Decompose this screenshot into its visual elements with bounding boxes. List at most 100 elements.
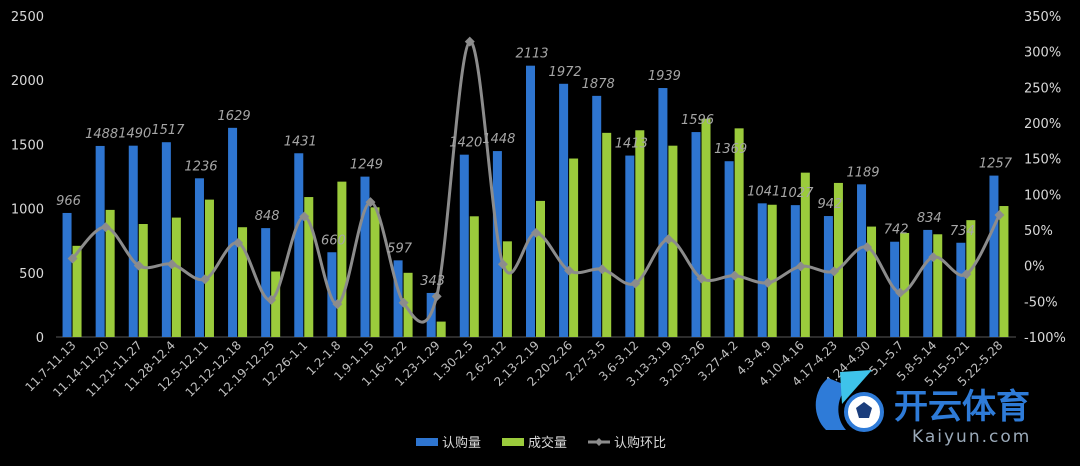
bar-deals: [436, 321, 446, 337]
bar-subscriptions: [228, 127, 238, 338]
y-right-tick-label: -50%: [1024, 295, 1058, 310]
line-point: [166, 259, 177, 270]
bar-subscriptions: [194, 178, 204, 337]
y-right-tick-label: 300%: [1024, 46, 1061, 61]
line-point: [531, 227, 541, 238]
line-point: [464, 36, 475, 47]
legend-label-deals: 成交量: [528, 435, 567, 451]
bar-subscriptions: [559, 83, 569, 337]
bar-deals: [171, 217, 181, 337]
y-right-tick-label: 150%: [1024, 153, 1061, 168]
data-label: 1517: [151, 123, 185, 138]
data-label: 1249: [350, 158, 383, 173]
bar-deals: [403, 272, 413, 337]
bar-subscriptions: [128, 145, 138, 337]
line-point: [365, 197, 376, 208]
bar-deals: [469, 216, 479, 337]
line-point: [299, 211, 310, 222]
line-point: [497, 259, 508, 270]
bar-deals: [72, 245, 82, 337]
bar-subscriptions: [658, 88, 668, 337]
legend: 认购量 成交量 认购环比: [416, 435, 666, 451]
y-right-tick-label: 0%: [1024, 260, 1045, 275]
y-right-tick-label: 50%: [1024, 224, 1053, 239]
bar-deals: [900, 232, 910, 337]
line-point: [961, 269, 972, 280]
y-left-tick-label: 2000: [11, 74, 44, 89]
y-left-tick-label: 0: [36, 331, 44, 346]
data-label: 834: [917, 211, 942, 226]
line-point: [895, 287, 906, 298]
bar-subscriptions: [459, 154, 469, 337]
right-axis-ticks: -100% -50% 0% 50% 100% 150% 200% 250% 300% 350%: [1024, 10, 1066, 346]
data-label: 1236: [184, 159, 217, 174]
y-right-tick-label: 100%: [1024, 188, 1061, 203]
bar-deals: [734, 128, 744, 337]
line-point: [762, 277, 773, 288]
line-point: [994, 210, 1005, 221]
line-point: [564, 265, 575, 276]
line-point: [696, 273, 707, 284]
data-label: 942: [818, 197, 843, 212]
watermark-logo-icon: [815, 370, 884, 432]
bar-deals: [867, 226, 877, 337]
line-point: [398, 297, 409, 308]
bar-subscriptions: [757, 203, 767, 337]
bar-deals: [271, 271, 281, 337]
line-point: [67, 253, 78, 264]
bar-deals: [238, 227, 248, 337]
bar-deals: [635, 130, 645, 337]
bar-deals: [536, 200, 545, 337]
bar-deals: [602, 132, 612, 337]
line-point: [266, 294, 277, 305]
data-label: 1420: [449, 136, 482, 151]
bar-deals: [933, 234, 943, 337]
bar-subscriptions: [956, 242, 966, 337]
bar-deals: [337, 181, 347, 337]
bar-deals: [767, 204, 777, 337]
bar-subscriptions: [95, 145, 105, 337]
data-label: 1972: [549, 65, 582, 80]
bar-subscriptions: [62, 212, 72, 337]
line-point: [795, 261, 806, 272]
watermark-subtitle: Kaiyun.com: [912, 427, 1031, 447]
legend-swatch-subscriptions: [416, 438, 438, 446]
line-point: [133, 260, 144, 271]
bars-group: [62, 65, 1009, 338]
bar-subscriptions: [724, 161, 734, 337]
bar-deals: [502, 241, 512, 337]
data-label: 1027: [780, 186, 814, 201]
data-label: 1257: [979, 157, 1013, 172]
bar-deals: [304, 197, 314, 337]
data-label: 848: [255, 209, 280, 224]
data-label: 1431: [284, 134, 317, 149]
bar-deals: [999, 206, 1009, 337]
y-right-tick-label: 250%: [1024, 81, 1061, 96]
bar-subscriptions: [989, 175, 999, 337]
line-point: [431, 291, 442, 302]
line-point: [663, 234, 674, 245]
line-point: [862, 242, 873, 253]
bar-subscriptions: [790, 205, 800, 337]
line-point: [100, 222, 111, 233]
legend-label-subscriptions: 认购量: [442, 435, 481, 451]
line-series-group: [67, 36, 1005, 324]
y-left-tick-label: 1000: [11, 203, 44, 218]
bar-subscriptions: [294, 153, 304, 337]
x-axis-ticks: 11.7-11.1311.14-11.2011.21-11.2711.28-12…: [23, 338, 1006, 400]
y-left-tick-label: 2500: [11, 10, 44, 25]
bar-subscriptions: [592, 95, 602, 337]
bar-subscriptions: [393, 260, 403, 337]
y-right-tick-label: -100%: [1024, 331, 1066, 346]
legend-swatch-deals: [502, 438, 524, 446]
line-point: [729, 270, 740, 281]
data-label: 597: [387, 241, 413, 256]
data-label: 1490: [118, 127, 151, 142]
bar-deals: [370, 207, 380, 337]
line-point: [233, 237, 244, 248]
bar-subscriptions: [161, 142, 171, 337]
data-label: 742: [884, 223, 909, 238]
bar-subscriptions: [923, 229, 933, 337]
bar-subscriptions: [526, 65, 535, 338]
bar-deals: [800, 172, 810, 337]
